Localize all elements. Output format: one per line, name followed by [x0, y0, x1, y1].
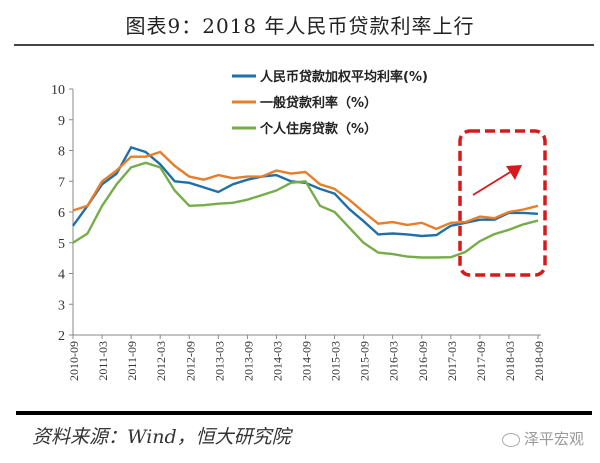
y-tick-label: 3: [58, 298, 65, 313]
chart-title: 图表9：2018 年人民币贷款利率上行: [125, 14, 475, 38]
highlight-annotation: [458, 129, 547, 277]
x-tick-label: 2015-09: [358, 341, 372, 381]
x-tick-label: 2014-03: [270, 341, 284, 381]
y-tick-label: 7: [58, 175, 65, 190]
x-tick-label: 2010-09: [67, 341, 81, 381]
highlight-box: [458, 129, 547, 277]
title-divider: [14, 44, 594, 46]
source-note: 资料来源：Wind，恒大研究院: [32, 426, 291, 448]
legend-label-1: 人民币贷款加权平均利率(%): [260, 69, 428, 85]
series-lines: [72, 146, 539, 259]
arrow-head-icon: [506, 165, 522, 180]
x-tick-label: 2017-03: [445, 341, 459, 381]
x-tick-label: 2016-09: [416, 341, 430, 381]
wechat-icon: [501, 432, 520, 447]
series-line-3: [72, 161, 539, 259]
x-tick-label: 2012-09: [183, 341, 197, 381]
legend-label-2: 一般贷款利率（%）: [260, 95, 377, 111]
y-tick-label: 8: [58, 145, 65, 160]
x-tick-label: 2017-09: [474, 341, 488, 381]
watermark-text: 泽平宏观: [523, 430, 584, 448]
y-tick-label: 4: [58, 268, 65, 283]
footer-divider: [16, 411, 592, 415]
y-tick-label: 5: [58, 237, 65, 252]
x-tick-label: 2011-03: [96, 341, 110, 381]
x-tick-label: 2011-09: [125, 341, 139, 381]
y-tick-label: 2: [58, 329, 65, 344]
x-tick-label: 2013-03: [212, 341, 226, 381]
line-chart: 2 3 4 5 6 7 8 9 10 2010-09 2011-03 2011-09 2012-03 20…: [51, 69, 547, 381]
x-tick-label: 2015-03: [329, 341, 343, 381]
y-tick-label: 10: [51, 83, 65, 98]
series-line-1: [72, 146, 539, 238]
y-tick-label: 6: [58, 206, 65, 221]
legend-label-3: 个人住房贷款（%）: [259, 121, 377, 137]
axes: 2 3 4 5 6 7 8 9 10 2010-09 2011-03 2011-09 2012-03 20…: [51, 83, 546, 381]
x-tick-label: 2018-09: [532, 341, 546, 381]
trend-arrow: [472, 170, 513, 196]
x-tick-label: 2012-03: [154, 341, 168, 381]
y-tick-label: 9: [58, 114, 65, 129]
x-tick-label: 2018-03: [503, 341, 517, 381]
series-line-2: [72, 150, 539, 231]
watermark: 泽平宏观: [501, 428, 584, 449]
legend: 人民币贷款加权平均利率(%) 一般贷款利率（%） 个人住房贷款（%）: [232, 69, 428, 137]
x-tick-label: 2016-03: [387, 341, 401, 381]
x-tick-label: 2014-09: [300, 341, 314, 381]
x-tick-label: 2013-09: [241, 341, 255, 381]
